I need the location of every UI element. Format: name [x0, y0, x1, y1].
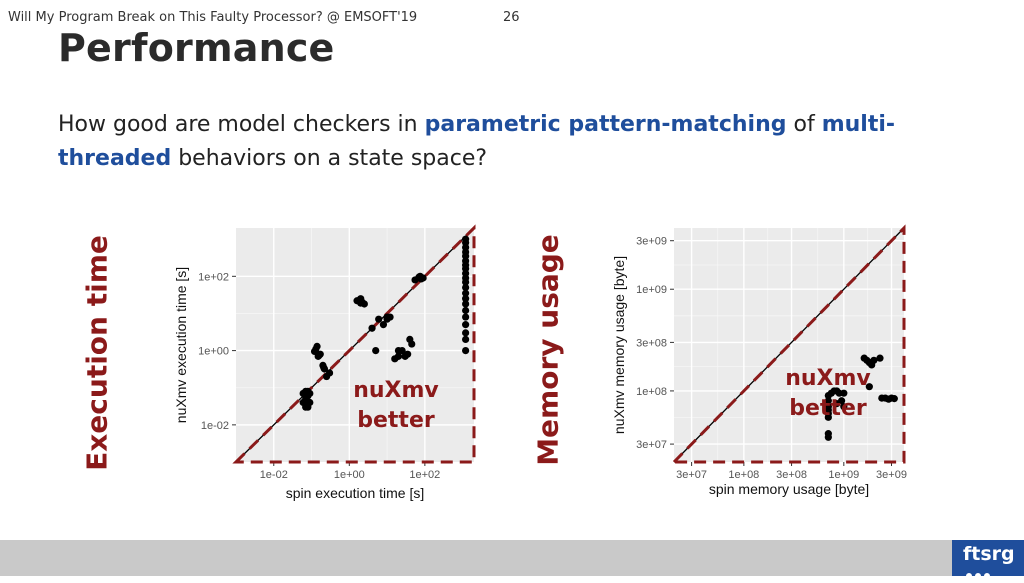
data-point — [299, 389, 307, 398]
better-region-outline — [670, 224, 906, 464]
data-point — [462, 329, 470, 337]
data-point — [462, 321, 470, 329]
identity-line — [235, 227, 475, 463]
y-axis-title: nuXmv memory usage [byte] — [611, 256, 627, 434]
y-tick-label: 1e+09 — [636, 284, 667, 296]
x-tick-label: 3e+08 — [776, 469, 807, 481]
better-annotation: nuXmv — [353, 378, 439, 403]
data-point — [404, 350, 412, 358]
y-tick-label: 1e+00 — [198, 346, 229, 358]
subtitle-text: behaviors on a state space? — [171, 146, 488, 171]
x-tick-label: 1e-02 — [260, 469, 288, 481]
x-axis-title: spin execution time [s] — [286, 485, 425, 501]
data-point — [890, 395, 898, 403]
data-point — [824, 430, 832, 438]
data-point — [383, 315, 391, 323]
data-point — [416, 272, 424, 280]
y-tick-label: 3e+08 — [636, 337, 667, 349]
data-point — [379, 321, 388, 329]
data-point — [462, 313, 470, 321]
y-tick-label: 1e-02 — [201, 420, 229, 432]
data-point — [398, 346, 406, 355]
y-tick-label: 3e+09 — [636, 236, 667, 248]
y-tick-label: 1e+08 — [636, 386, 667, 398]
x-tick-label: 1e+08 — [728, 469, 759, 481]
better-annotation: nuXmv — [785, 366, 871, 391]
data-point — [368, 324, 376, 332]
x-tick-label: 3e+07 — [676, 469, 707, 481]
data-point — [325, 369, 334, 377]
data-point — [840, 403, 848, 411]
data-point — [824, 397, 832, 405]
x-axis-title: spin memory usage [byte] — [709, 481, 869, 497]
subtitle-highlight: parametric pattern-matching — [424, 112, 787, 137]
data-point — [316, 350, 324, 358]
subtitle-text: How good are model checkers in — [58, 112, 425, 137]
data-point — [462, 306, 470, 315]
data-point — [372, 346, 380, 355]
better-annotation: better — [789, 396, 867, 421]
slide-title: Performance — [58, 26, 335, 70]
data-point — [865, 383, 873, 391]
y-axis-title: nuXmv execution time [s] — [173, 267, 189, 423]
data-point — [462, 300, 470, 308]
data-point — [462, 346, 470, 355]
slide-subtitle: How good are model checkers in parametri… — [58, 108, 998, 176]
data-point — [462, 235, 470, 243]
data-point — [320, 365, 329, 373]
data-point — [833, 400, 841, 408]
logo-dots-icon — [966, 564, 993, 583]
data-point — [876, 354, 884, 362]
data-point — [462, 335, 470, 344]
data-point — [462, 289, 470, 297]
ftsrg-logo — [952, 540, 1024, 576]
data-point — [408, 340, 416, 348]
x-tick-label: 3e+09 — [876, 469, 907, 481]
subtitle-text: of — [786, 112, 822, 137]
better-region-outline — [232, 224, 476, 464]
x-tick-label: 1e+02 — [409, 469, 440, 481]
better-annotation: better — [357, 408, 435, 433]
data-point — [868, 361, 876, 369]
y-tick-label: 1e+02 — [198, 271, 229, 283]
data-point — [357, 299, 365, 307]
data-point — [306, 398, 314, 407]
x-tick-label: 1e+09 — [828, 469, 859, 481]
data-point — [462, 283, 470, 292]
data-point — [462, 295, 470, 303]
data-point — [310, 347, 319, 356]
page-number: 26 — [503, 10, 520, 25]
data-point — [840, 389, 848, 397]
x-tick-label: 1e+00 — [334, 469, 365, 481]
data-point — [299, 398, 307, 407]
logo-text: ftsrg — [963, 543, 1015, 565]
footer-text: Will My Program Break on This Faulty Pro… — [8, 10, 418, 25]
subtitle-highlight: multi-threaded — [58, 112, 896, 171]
data-point — [394, 352, 403, 360]
data-point — [824, 403, 832, 411]
y-tick-label: 3e+07 — [636, 439, 667, 451]
footer-bar — [0, 540, 1024, 576]
data-point — [375, 315, 383, 323]
